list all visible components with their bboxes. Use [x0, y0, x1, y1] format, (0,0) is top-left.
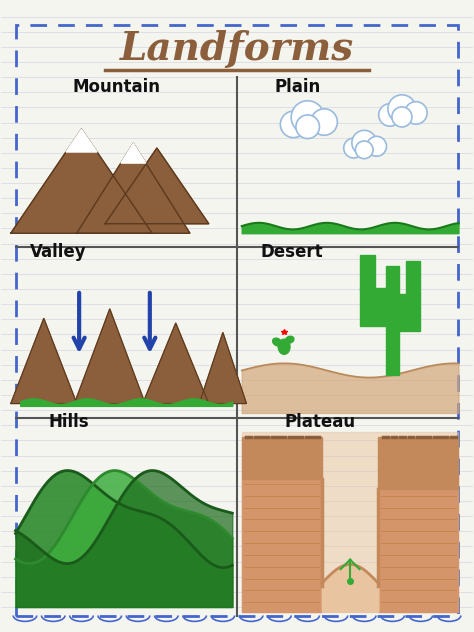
Circle shape: [379, 104, 401, 126]
Circle shape: [356, 141, 373, 159]
Circle shape: [296, 115, 319, 138]
Polygon shape: [143, 323, 209, 403]
Circle shape: [392, 107, 412, 127]
Polygon shape: [399, 293, 420, 331]
Polygon shape: [74, 309, 145, 403]
Ellipse shape: [278, 339, 290, 355]
Text: Plateau: Plateau: [284, 413, 355, 432]
Polygon shape: [378, 437, 458, 489]
Polygon shape: [77, 143, 190, 233]
Polygon shape: [11, 129, 152, 233]
Circle shape: [344, 138, 364, 158]
Text: Valley: Valley: [30, 243, 86, 261]
Text: Desert: Desert: [261, 243, 323, 261]
Circle shape: [291, 100, 324, 134]
Polygon shape: [406, 261, 420, 293]
Polygon shape: [242, 479, 322, 612]
Ellipse shape: [286, 336, 294, 343]
Polygon shape: [386, 266, 399, 375]
Polygon shape: [121, 143, 146, 163]
Circle shape: [367, 137, 386, 156]
Circle shape: [311, 109, 337, 135]
Polygon shape: [105, 148, 209, 224]
Text: Landforms: Landforms: [120, 30, 354, 68]
Circle shape: [280, 111, 307, 138]
Polygon shape: [66, 129, 97, 152]
Text: Hills: Hills: [48, 413, 89, 432]
Circle shape: [405, 102, 427, 124]
Ellipse shape: [273, 338, 282, 346]
Polygon shape: [360, 288, 386, 326]
Circle shape: [352, 130, 377, 155]
Polygon shape: [360, 255, 374, 291]
Polygon shape: [242, 432, 458, 612]
Text: Plain: Plain: [275, 78, 321, 95]
Text: Mountain: Mountain: [72, 78, 160, 95]
Polygon shape: [378, 489, 458, 612]
Polygon shape: [11, 319, 77, 403]
Polygon shape: [199, 332, 246, 403]
Circle shape: [388, 95, 416, 123]
Polygon shape: [242, 437, 322, 479]
